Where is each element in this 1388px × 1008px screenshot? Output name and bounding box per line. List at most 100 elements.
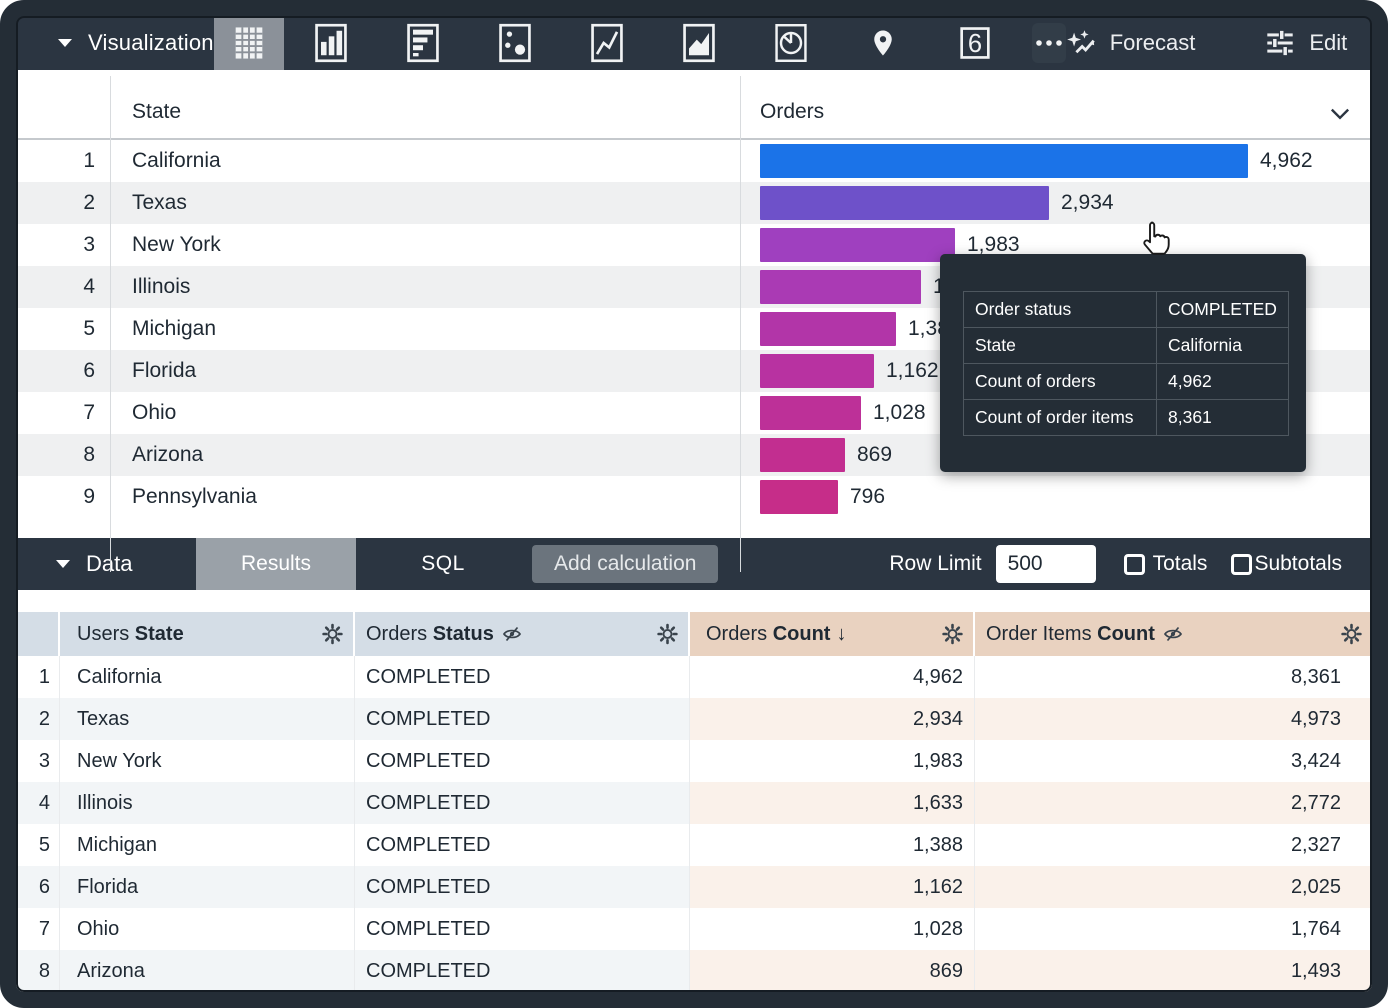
viz-type-scatter-button[interactable] (480, 16, 550, 70)
table-row[interactable]: 1 California 4,962 (16, 140, 1372, 182)
tab-results[interactable]: Results (196, 538, 356, 590)
viz-type-line-button[interactable] (572, 16, 642, 70)
status-cell[interactable]: COMPLETED (355, 908, 690, 950)
status-cell[interactable]: COMPLETED (355, 824, 690, 866)
order-items-count-cell[interactable]: 3,424 (1290, 749, 1341, 772)
orders-count-cell[interactable]: 1,162 (690, 866, 975, 908)
order-count-bar[interactable] (760, 144, 1248, 178)
state-cell[interactable]: Florida (60, 866, 355, 908)
order-count-bar[interactable] (760, 438, 845, 472)
state-cell[interactable]: Illinois (60, 782, 355, 824)
data-section-toggle[interactable]: Data (16, 538, 196, 590)
order-items-count-cell[interactable]: 2,772 (975, 782, 1372, 824)
order-count-bar[interactable] (760, 480, 838, 514)
orders-count-cell[interactable]: 1,983 (690, 740, 975, 782)
status-cell[interactable]: COMPLETED (355, 698, 690, 740)
state-cell[interactable]: California (60, 656, 355, 698)
order-count-bar[interactable] (760, 354, 874, 388)
state-cell[interactable]: Michigan (132, 317, 217, 340)
orders-count-cell[interactable]: 1,633 (690, 782, 975, 824)
status-cell[interactable]: COMPLETED (355, 656, 690, 698)
orders-column-header[interactable]: Orders (760, 100, 825, 123)
table-row: 3 New York COMPLETED 1,983 3,424 (16, 740, 1372, 782)
more-viz-types-button[interactable] (1031, 23, 1066, 63)
scatter-plot-icon (498, 23, 532, 63)
row-number: 7 (16, 908, 60, 950)
viz-type-map-button[interactable] (848, 16, 918, 70)
state-cell[interactable]: Florida (132, 359, 197, 382)
order-count-bar[interactable] (760, 228, 955, 262)
orders-count-cell[interactable]: 1,388 (690, 824, 975, 866)
order-items-count-cell[interactable]: 2,025 (975, 866, 1372, 908)
viz-type-area-button[interactable] (664, 16, 734, 70)
state-cell[interactable]: Ohio (60, 908, 355, 950)
table-row[interactable]: 3 New York 1,983 (16, 224, 1372, 266)
totals-checkbox[interactable] (1123, 553, 1145, 575)
order-items-count-cell[interactable]: 8,361 (1290, 665, 1341, 688)
edit-button[interactable]: Edit (1265, 28, 1347, 58)
order-items-count-cell[interactable]: 1,493 (975, 950, 1372, 992)
sort-descending-icon[interactable]: ↓ (836, 622, 847, 645)
state-cell[interactable]: Arizona (60, 950, 355, 992)
chevron-down-icon[interactable] (1330, 108, 1350, 120)
order-count-bar[interactable] (760, 312, 896, 346)
orders-count-cell[interactable]: 1,028 (690, 908, 975, 950)
viz-type-table-button[interactable] (213, 16, 284, 70)
state-cell[interactable]: Michigan (60, 824, 355, 866)
table-row[interactable]: 9 Pennsylvania 796 (16, 476, 1372, 518)
order-items-count-cell[interactable]: 1,764 (1290, 917, 1341, 940)
visualization-section-toggle[interactable]: Visualization (16, 16, 214, 70)
field-view-prefix: Orders (366, 622, 428, 645)
table-row: 8 Arizona COMPLETED 869 1,493 (16, 950, 1372, 992)
table-row[interactable]: 7 Ohio 1,028 (16, 392, 1372, 434)
orders-count-cell[interactable]: 2,934 (690, 698, 975, 740)
subtotals-checkbox[interactable] (1231, 553, 1253, 575)
orders-status-column-header[interactable]: Orders Status (355, 612, 690, 656)
status-cell[interactable]: COMPLETED (355, 866, 690, 908)
gear-icon[interactable] (1340, 623, 1363, 646)
viz-type-single-value-button[interactable]: 6 (940, 16, 1010, 70)
state-cell[interactable]: New York (132, 233, 221, 256)
order-count-bar[interactable] (760, 186, 1049, 220)
order-items-count-cell[interactable]: 4,973 (975, 698, 1372, 740)
state-cell[interactable]: Arizona (132, 443, 204, 466)
orders-count-cell[interactable]: 869 (690, 950, 975, 992)
users-state-column-header[interactable]: Users State (60, 612, 355, 656)
state-cell[interactable]: Illinois (132, 275, 191, 298)
order-items-count-column-header[interactable]: Order Items Count (975, 612, 1372, 656)
order-count-bar[interactable] (760, 270, 921, 304)
edit-label: Edit (1309, 30, 1348, 55)
state-cell[interactable]: Texas (132, 191, 187, 214)
row-number: 5 (83, 317, 95, 340)
forecast-button[interactable]: Forecast (1066, 28, 1195, 58)
gear-icon[interactable] (941, 623, 964, 646)
status-cell[interactable]: COMPLETED (355, 950, 690, 992)
viz-type-bar-button[interactable] (388, 16, 458, 70)
tab-sql[interactable]: SQL (421, 552, 465, 575)
gear-icon[interactable] (656, 623, 679, 646)
state-cell[interactable]: New York (60, 740, 355, 782)
viz-type-column-button[interactable] (296, 16, 366, 70)
table-row[interactable]: 5 Michigan 1,388 (16, 308, 1372, 350)
state-cell[interactable]: Ohio (132, 401, 177, 424)
hover-tooltip: Order status COMPLETED State California Co… (940, 254, 1306, 472)
orders-count-cell[interactable]: 4,962 (690, 656, 975, 698)
viz-type-pie-button[interactable] (756, 16, 826, 70)
add-calculation-button[interactable]: Add calculation (532, 545, 719, 583)
gear-icon[interactable] (321, 623, 344, 646)
state-column-header[interactable]: State (132, 100, 182, 123)
status-cell[interactable]: COMPLETED (355, 782, 690, 824)
table-row: 7 Ohio COMPLETED 1,028 1,764 (16, 908, 1372, 950)
row-limit-input[interactable] (995, 545, 1096, 583)
state-cell[interactable]: California (132, 149, 221, 172)
tooltip-label: Order status (963, 291, 1157, 328)
tooltip-value: COMPLETED (1156, 291, 1289, 328)
state-cell[interactable]: Texas (60, 698, 355, 740)
status-cell[interactable]: COMPLETED (355, 740, 690, 782)
map-pin-icon (868, 25, 898, 61)
state-cell[interactable]: Pennsylvania (132, 485, 257, 508)
orders-count-column-header[interactable]: Orders Count ↓ (690, 612, 975, 656)
table-row[interactable]: 2 Texas 2,934 (16, 182, 1372, 224)
order-count-bar[interactable] (760, 396, 861, 430)
order-items-count-cell[interactable]: 2,327 (1290, 833, 1341, 856)
